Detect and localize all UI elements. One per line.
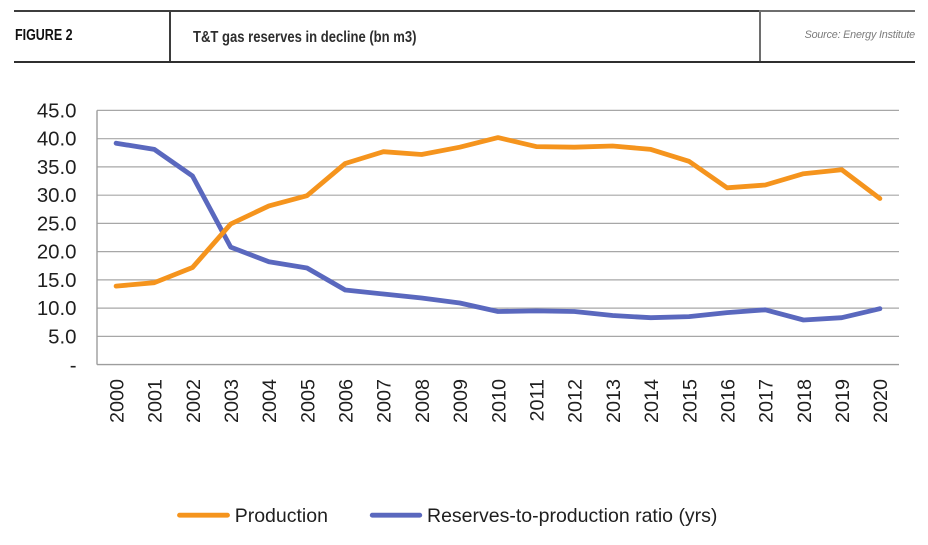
svg-text:2016: 2016 xyxy=(717,379,739,423)
svg-text:Reserves-to-production ratio (: Reserves-to-production ratio (yrs) xyxy=(427,505,717,527)
svg-text:2002: 2002 xyxy=(183,379,205,423)
svg-text:2009: 2009 xyxy=(450,379,472,423)
svg-text:20.0: 20.0 xyxy=(37,242,77,264)
svg-text:2020: 2020 xyxy=(870,379,892,423)
svg-text:2011: 2011 xyxy=(527,379,549,422)
svg-text:5.0: 5.0 xyxy=(48,326,76,348)
svg-text:2003: 2003 xyxy=(221,379,243,423)
svg-text:2008: 2008 xyxy=(412,379,434,423)
svg-text:2013: 2013 xyxy=(603,379,625,423)
svg-text:2010: 2010 xyxy=(488,379,510,423)
svg-text:2012: 2012 xyxy=(565,379,587,423)
svg-text:Production: Production xyxy=(235,505,328,527)
svg-text:2005: 2005 xyxy=(297,379,319,423)
svg-text:2000: 2000 xyxy=(106,379,128,423)
svg-text:30.0: 30.0 xyxy=(37,185,77,207)
svg-text:2015: 2015 xyxy=(679,379,701,423)
svg-text:2001: 2001 xyxy=(145,379,167,423)
svg-text:2014: 2014 xyxy=(641,379,663,423)
svg-text:-: - xyxy=(70,355,77,377)
svg-text:25.0: 25.0 xyxy=(37,213,77,235)
svg-text:2019: 2019 xyxy=(832,379,854,423)
svg-text:15.0: 15.0 xyxy=(37,270,77,292)
svg-text:10.0: 10.0 xyxy=(37,298,77,320)
svg-text:40.0: 40.0 xyxy=(37,129,77,151)
svg-text:2017: 2017 xyxy=(756,379,778,423)
svg-text:35.0: 35.0 xyxy=(37,157,77,179)
svg-text:2006: 2006 xyxy=(336,379,358,423)
svg-text:45.0: 45.0 xyxy=(37,100,77,122)
svg-text:2007: 2007 xyxy=(374,379,396,423)
svg-text:2018: 2018 xyxy=(794,379,816,423)
svg-text:2004: 2004 xyxy=(259,379,281,423)
